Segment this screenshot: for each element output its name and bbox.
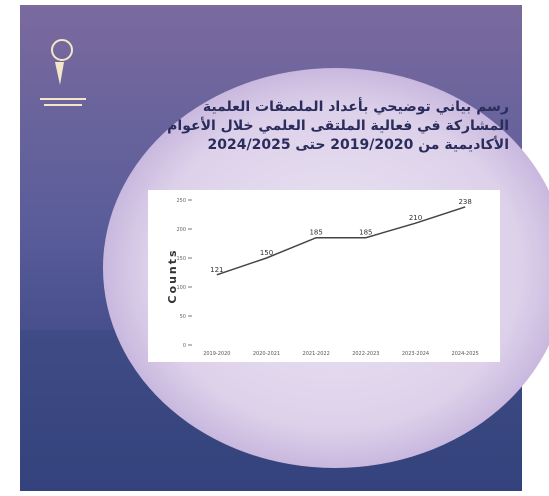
x-tick-label: 2019-2020: [203, 351, 230, 357]
line: [216, 206, 466, 276]
chart-title: رسم بياني توضيحي بأعداد الملصقات العلمية…: [129, 98, 509, 155]
data-label: 185: [309, 229, 322, 237]
data-label: 238: [458, 198, 471, 206]
y-axis-label: Counts: [166, 248, 179, 303]
data-label: 121: [210, 266, 223, 274]
title-line: رسم بياني توضيحي بأعداد الملصقات العلمية: [202, 99, 509, 115]
y-tick-label: 100: [176, 285, 186, 291]
data-label: 185: [359, 229, 372, 237]
title-line: الأكاديمية من 2019/2020 حتى 2024/2025: [207, 137, 509, 153]
plot-background: [148, 190, 500, 362]
data-label: 150: [260, 249, 273, 257]
y-tick-label: 0: [183, 343, 186, 349]
x-tick-label: 2024-2025: [452, 351, 479, 357]
x-tick-label: 2022-2023: [352, 351, 379, 357]
y-tick-label: 250: [176, 198, 186, 204]
y-tick-label: 50: [180, 314, 186, 320]
y-tick-label: 150: [176, 256, 186, 262]
title-line: المشاركة في فعالية الملتقى العلمي خلال ا…: [167, 118, 509, 134]
x-tick-label: 2020-2021: [253, 351, 280, 357]
logo: [40, 39, 86, 106]
y-tick-label: 200: [176, 227, 186, 233]
data-label: 210: [409, 214, 422, 222]
x-tick-label: 2023-2024: [402, 351, 429, 357]
x-tick-label: 2021-2022: [303, 351, 330, 357]
